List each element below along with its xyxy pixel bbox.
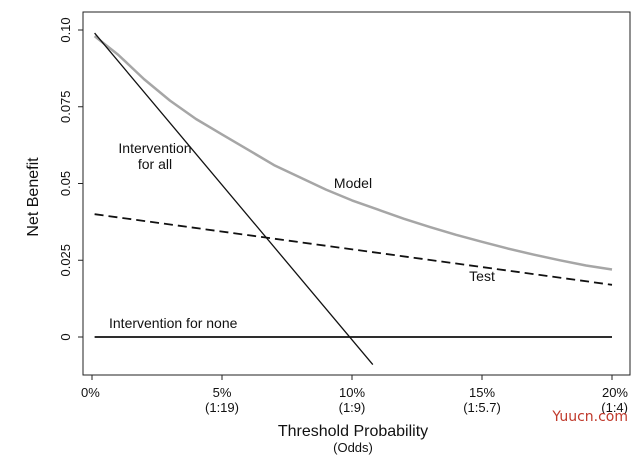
x-tick-sublabel: (1:9) xyxy=(339,400,366,415)
watermark-text: Yuucn.com xyxy=(551,409,628,425)
test-line xyxy=(94,213,613,286)
curve-label: Test xyxy=(469,268,495,284)
x-tick-label: 0% xyxy=(81,385,100,400)
x-tick-sublabel: (1:5.7) xyxy=(463,400,501,415)
series-layer xyxy=(93,32,613,366)
x-tick-label: 10% xyxy=(339,385,365,400)
y-axis-title: Net Benefit xyxy=(25,157,42,237)
x-tick-sublabel: (1:19) xyxy=(205,400,239,415)
y-tick-label: 0.05 xyxy=(58,171,73,196)
y-tick-label: 0.025 xyxy=(58,244,73,277)
x-axis-subtitle: (Odds) xyxy=(333,440,373,455)
y-tick-label: 0.075 xyxy=(58,90,73,123)
x-tick-label: 20% xyxy=(602,385,628,400)
y-axis: 0 0.025 0.05 0.075 0.10 xyxy=(58,17,83,341)
curve-label: Model xyxy=(334,175,372,191)
curve-label: for all xyxy=(138,156,172,172)
intervention-for-all-line xyxy=(94,32,374,366)
x-axis-title: Threshold Probability xyxy=(278,423,428,440)
plot-area xyxy=(82,11,631,376)
x-axis: 0% 5%(1:19) 10%(1:9) 15%(1:5.7) 20%(1:4) xyxy=(81,375,628,415)
curve-label: Intervention for none xyxy=(109,315,238,331)
curve-label: Intervention xyxy=(118,140,191,156)
y-tick-label: 0.10 xyxy=(58,17,73,42)
x-tick-label: 5% xyxy=(213,385,232,400)
x-tick-label: 15% xyxy=(469,385,495,400)
model-curve xyxy=(93,35,613,271)
x-tick-sublabel: (1:4) xyxy=(601,400,628,415)
plot-border xyxy=(82,11,631,376)
y-tick-label: 0 xyxy=(58,333,73,340)
